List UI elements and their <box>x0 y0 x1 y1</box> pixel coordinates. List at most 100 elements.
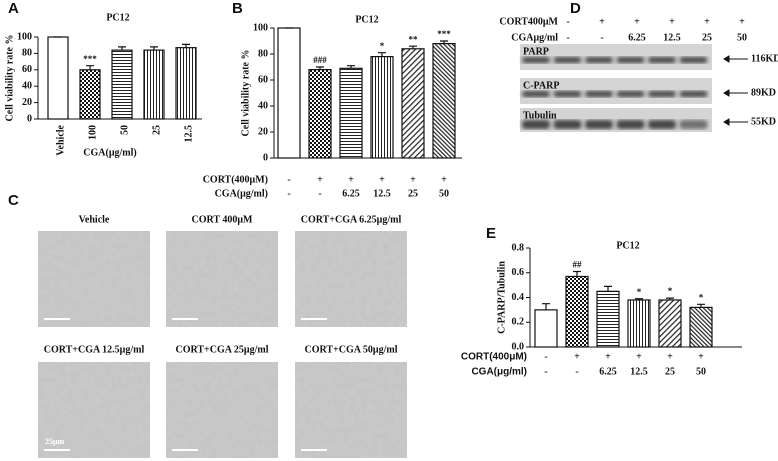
error-bar <box>635 298 643 300</box>
condition-value: 6.25 <box>342 188 360 199</box>
blot-band <box>648 57 676 63</box>
condition-value: 25 <box>408 188 418 199</box>
y-tick-label: 0.8 <box>512 242 525 253</box>
micrograph-caption: CORT+CGA 25μg/ml <box>176 344 269 355</box>
micrograph-caption: CORT+CGA 12.5μg/ml <box>44 344 145 355</box>
condition-value: - <box>318 188 321 199</box>
y-tick-label: 0.6 <box>512 267 525 278</box>
error-bar <box>86 65 94 70</box>
bar <box>627 299 651 348</box>
micrograph-texture <box>295 231 407 327</box>
condition-label: CORT(400μM) <box>203 174 268 185</box>
bar <box>277 27 301 159</box>
micrograph-texture <box>166 231 278 327</box>
y-tick-label: 60 <box>22 64 32 75</box>
micrograph-caption: CORT+CGA 6.25μg/ml <box>301 214 402 225</box>
significance-label: *** <box>83 54 97 64</box>
condition-value: - <box>575 366 578 377</box>
blot-band <box>616 120 645 129</box>
blot-band <box>585 91 613 97</box>
blot-condition-value: + <box>599 16 605 27</box>
blot-band-label: C-PARP <box>523 80 559 91</box>
x-tick-label: 12.5 <box>183 125 194 143</box>
condition-label: CORT(400μM) <box>461 352 527 363</box>
y-tick-label: 40 <box>258 100 268 111</box>
y-tick-label: 20 <box>258 126 268 137</box>
bar <box>308 68 332 159</box>
condition-value: - <box>544 351 547 362</box>
blot-band <box>522 120 550 129</box>
chart-title: PC12 <box>355 14 378 25</box>
panel-letter: D <box>570 0 581 17</box>
error-bar <box>666 297 674 300</box>
bar <box>370 55 394 159</box>
blot-band-label: Tubulin <box>523 110 557 121</box>
blot-arrow <box>723 118 748 126</box>
x-tick-label: 50 <box>119 125 130 135</box>
blot-band <box>679 57 708 63</box>
y-tick-label: 20 <box>22 97 32 108</box>
bar <box>596 290 620 348</box>
x-tick-label: 25 <box>151 125 162 135</box>
significance-label: * <box>668 286 673 296</box>
micrograph-texture <box>166 362 278 458</box>
error-bar <box>118 46 126 51</box>
error-bar <box>542 303 550 310</box>
y-tick-label: 0.2 <box>512 317 525 328</box>
blot-condition-value: 50 <box>737 32 747 43</box>
blot-arrow <box>723 55 748 63</box>
significance-label: *** <box>437 29 451 39</box>
micrograph-texture <box>38 362 150 458</box>
micrograph-caption: CORT+CGA 50μg/ml <box>305 344 398 355</box>
blot-condition-value: 25 <box>702 32 712 43</box>
error-bar <box>182 43 190 48</box>
condition-label: CGA(μg/ml) <box>471 367 527 378</box>
blot-condition-value: - <box>566 16 569 27</box>
condition-value: + <box>410 174 416 185</box>
micrograph-texture <box>38 231 150 327</box>
x-tick-label: Vehicle <box>55 124 66 155</box>
y-tick-label: 0.0 <box>512 341 525 352</box>
y-axis-label: Cell viability rate % <box>4 35 15 122</box>
blot-band <box>648 120 676 129</box>
bar <box>339 67 363 159</box>
chart-title: PC12 <box>106 12 129 23</box>
blot-condition-value: + <box>669 16 675 27</box>
blot-band <box>522 57 550 63</box>
blot-band <box>585 120 613 129</box>
blot-condition-value: - <box>600 32 603 43</box>
condition-value: + <box>441 174 447 185</box>
blot-strip <box>520 108 712 132</box>
condition-value: + <box>605 351 611 362</box>
blot-band <box>679 120 708 129</box>
y-axis-label: Cell viability rate % <box>240 50 251 137</box>
y-axis-label: C-PARP/Tubulin <box>496 261 507 334</box>
blot-band <box>616 91 645 97</box>
significance-label: ** <box>409 34 419 44</box>
significance-label: * <box>699 292 704 302</box>
blot-band <box>679 91 708 97</box>
bar <box>534 309 558 348</box>
x-tick-label: 100 <box>87 125 98 140</box>
blot-band <box>553 120 582 129</box>
blot-condition-label: CGAμg/ml <box>511 32 558 43</box>
condition-value: - <box>287 174 290 185</box>
condition-value: + <box>317 174 323 185</box>
significance-label: * <box>637 287 642 297</box>
bar <box>689 306 713 348</box>
condition-value: 50 <box>696 366 706 377</box>
blot-band <box>585 57 613 63</box>
blot-band <box>553 91 582 97</box>
significance-label: * <box>380 41 385 51</box>
condition-value: + <box>348 174 354 185</box>
y-tick-label: 0 <box>263 152 268 163</box>
bar <box>175 47 197 120</box>
blot-arrow <box>723 89 748 97</box>
blot-condition-value: + <box>704 16 710 27</box>
y-tick-label: 100 <box>253 22 268 33</box>
condition-value: 12.5 <box>373 188 391 199</box>
blot-band <box>553 57 582 63</box>
condition-value: + <box>698 351 704 362</box>
condition-value: + <box>379 174 385 185</box>
